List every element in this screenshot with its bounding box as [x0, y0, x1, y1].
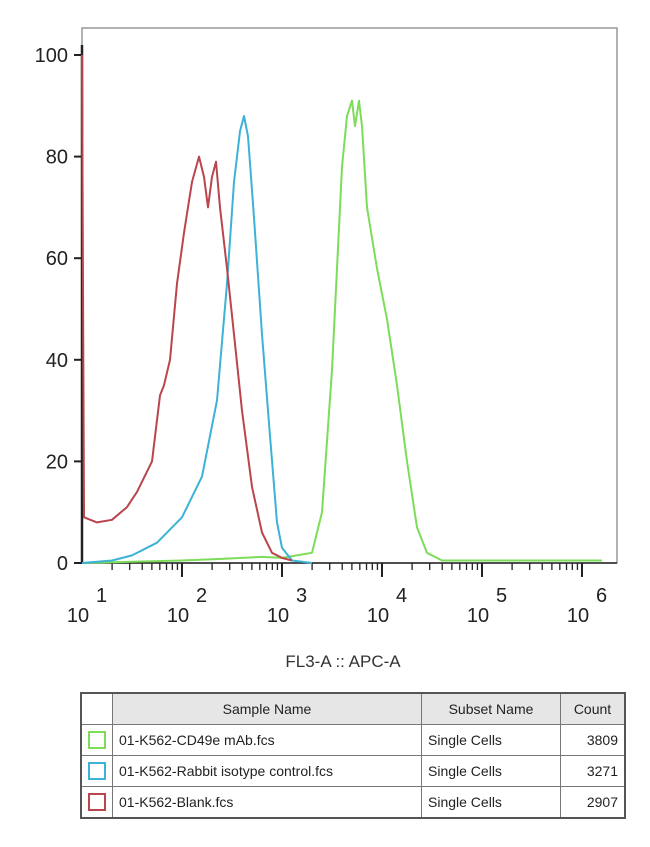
red-swatch-icon	[88, 793, 106, 812]
legend-swatch-cell	[80, 724, 113, 756]
blue-swatch-icon	[88, 762, 106, 781]
legend-row: 01-K562-CD49e mAb.fcs Single Cells 3809	[80, 724, 626, 756]
legend-swatch-cell	[80, 786, 113, 819]
legend-count: 2907	[560, 786, 626, 819]
y-tick-label: 80	[46, 147, 68, 169]
legend-subset-name: Single Cells	[421, 755, 561, 787]
x-tick-label-base: 10	[467, 605, 489, 627]
x-tick-label-base: 10	[367, 605, 389, 627]
x-axis-label: FL3-A :: APC-A	[285, 652, 401, 671]
series-line-2	[81, 115, 313, 564]
legend-header-row: Sample Name Subset Name Count	[80, 692, 626, 725]
legend-header-swatch	[80, 692, 113, 725]
legend-header-sample: Sample Name	[112, 692, 422, 725]
y-tick-label: 60	[46, 248, 68, 270]
x-tick-label-exponent: 5	[496, 585, 507, 607]
legend-header-count: Count	[560, 692, 626, 725]
x-tick-label-exponent: 4	[396, 585, 407, 607]
legend-header-subset: Subset Name	[421, 692, 561, 725]
x-tick-label-base: 10	[67, 605, 89, 627]
y-tick-label: 40	[46, 350, 68, 372]
legend-sample-name: 01-K562-Blank.fcs	[112, 786, 422, 819]
series-line-1	[81, 99, 602, 564]
legend-subset-name: Single Cells	[421, 724, 561, 756]
x-tick-label-base: 10	[267, 605, 289, 627]
legend-subset-name: Single Cells	[421, 786, 561, 819]
legend-row: 01-K562-Blank.fcs Single Cells 2907	[80, 786, 626, 819]
series-line-3	[81, 54, 293, 562]
legend-sample-name: 01-K562-Rabbit isotype control.fcs	[112, 755, 422, 787]
y-tick-label: 100	[35, 45, 68, 67]
green-swatch-icon	[88, 731, 106, 750]
sample-legend-table: Sample Name Subset Name Count 01-K562-CD…	[80, 692, 626, 819]
legend-swatch-cell	[80, 755, 113, 787]
legend-count: 3271	[560, 755, 626, 787]
legend-count: 3809	[560, 724, 626, 756]
legend-sample-name: 01-K562-CD49e mAb.fcs	[112, 724, 422, 756]
x-tick-label-exponent: 3	[296, 585, 307, 607]
legend-row: 01-K562-Rabbit isotype control.fcs Singl…	[80, 755, 626, 787]
y-tick-label: 20	[46, 451, 68, 473]
x-tick-label-exponent: 1	[96, 585, 107, 607]
x-tick-label-exponent: 6	[596, 585, 607, 607]
x-tick-label-exponent: 2	[196, 585, 207, 607]
histogram-chart: 0 20 40 60 80 100 10 110 210 310 410 510 6 FL3-A ::…	[35, 27, 618, 671]
y-tick-label: 0	[57, 553, 68, 575]
x-tick-label-base: 10	[567, 605, 589, 627]
x-tick-label-base: 10	[167, 605, 189, 627]
